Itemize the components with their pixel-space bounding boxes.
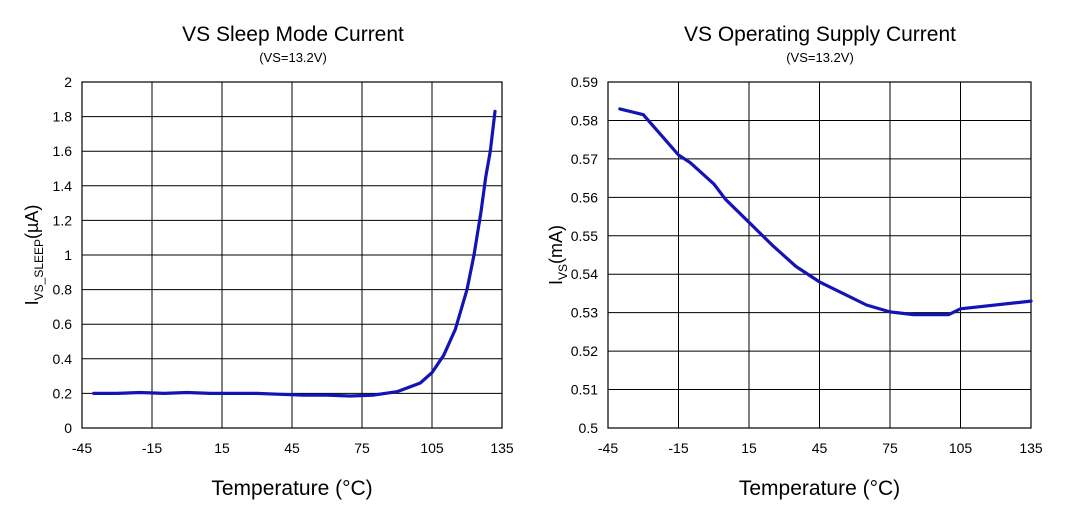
y-axis-label-main: I — [22, 300, 42, 305]
y-axis-label-subscript: VS_SLEEP — [32, 239, 46, 300]
x-tick-label: 15 — [214, 440, 230, 456]
x-tick-label: 75 — [882, 440, 898, 456]
chart-subtitle: (VS=13.2V) — [259, 50, 327, 65]
y-tick-label: 0.59 — [571, 74, 598, 90]
y-axis-label-unit: (µA) — [22, 205, 42, 239]
y-tick-label: 0.54 — [571, 266, 598, 282]
y-tick-label: 0.53 — [571, 305, 598, 321]
y-tick-label: 0.2 — [53, 385, 73, 401]
y-axis-label: IVS(mA) — [546, 225, 570, 285]
y-tick-label: 0.51 — [571, 382, 598, 398]
y-tick-label: 0.57 — [571, 151, 598, 167]
plot-frame — [607, 81, 1032, 429]
series-line — [618, 107, 1033, 317]
chart-title: VS Sleep Mode Current — [182, 23, 404, 46]
x-tick-label: 135 — [1019, 440, 1043, 456]
plot-frame — [81, 81, 503, 429]
operating-current-plot: VS Operating Supply Current (VS=13.2V) 0.5… — [546, 23, 1043, 500]
y-tick-label: 0.55 — [571, 228, 598, 244]
y-tick-label: 0.4 — [53, 351, 73, 367]
chart-subtitle: (VS=13.2V) — [786, 50, 854, 65]
y-tick-label: 1.6 — [53, 143, 73, 159]
x-tick-label: 15 — [741, 440, 757, 456]
y-tick-label: 0.52 — [571, 343, 598, 359]
y-tick-label: 1.2 — [53, 212, 73, 228]
x-tick-label: -45 — [598, 440, 618, 456]
y-tick-label: 1.8 — [53, 109, 73, 125]
x-tick-label: 135 — [490, 440, 514, 456]
y-axis-label-subscript: VS — [556, 264, 570, 280]
y-tick-label: 0.56 — [571, 189, 598, 205]
y-tick-label: 2 — [64, 74, 72, 90]
x-tick-label: -15 — [142, 440, 162, 456]
y-tick-label: 0.8 — [53, 282, 73, 298]
x-tick-label: 75 — [354, 440, 370, 456]
series-line — [92, 109, 497, 398]
x-axis-label: Temperature (°C) — [739, 477, 900, 500]
y-tick-label: 1 — [64, 247, 72, 263]
sleep-current-plot: VS Sleep Mode Current (VS=13.2V) 0 0.2 0.4 0.… — [22, 23, 514, 500]
x-axis-label: Temperature (°C) — [211, 477, 372, 500]
y-tick-label: 0 — [64, 420, 72, 436]
x-tick-label: -15 — [668, 440, 688, 456]
y-tick-label: 0.58 — [571, 112, 598, 128]
x-tick-label: 45 — [812, 440, 828, 456]
sleep-current-chart: VS Sleep Mode Current (VS=13.2V) 0 0.2 0.4 0.… — [22, 23, 514, 500]
y-tick-label: 0.6 — [53, 316, 73, 332]
chart-title: VS Operating Supply Current — [684, 23, 956, 46]
operating-current-chart: VS Operating Supply Current (VS=13.2V) 0.5… — [534, 0, 1068, 519]
y-axis-label-unit: (mA) — [546, 225, 566, 264]
y-tick-label: 1.4 — [53, 178, 73, 194]
y-axis-label: IVS_SLEEP(µA) — [22, 205, 46, 306]
x-tick-label: -45 — [72, 440, 92, 456]
x-tick-label: 45 — [284, 440, 300, 456]
x-tick-label: 105 — [949, 440, 973, 456]
y-tick-label: 0.5 — [579, 420, 599, 436]
x-tick-label: 105 — [420, 440, 444, 456]
y-axis-label-main: I — [546, 280, 566, 285]
